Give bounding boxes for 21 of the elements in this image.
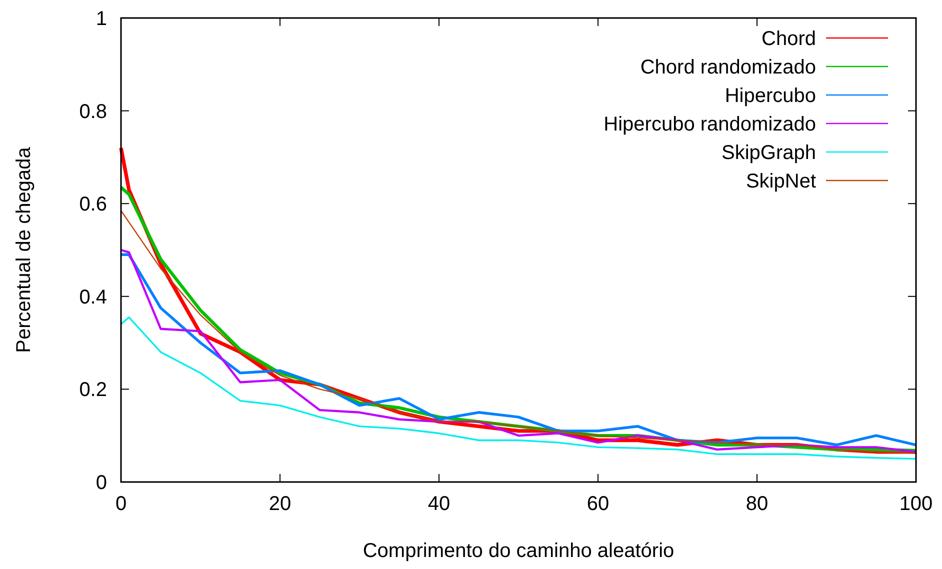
legend-label: SkipNet (746, 170, 816, 192)
legend-label: Chord randomizado (640, 56, 816, 78)
y-tick-label: 0.6 (79, 194, 107, 216)
x-tick-label: 100 (899, 493, 933, 515)
x-tick-label: 80 (746, 493, 768, 515)
y-tick-label: 0.4 (79, 286, 107, 308)
x-tick-label: 40 (428, 493, 450, 515)
x-axis-title: Comprimento do caminho aleatório (362, 540, 674, 562)
y-tick-label: 0.8 (79, 100, 107, 123)
y-tick-label: 1 (96, 8, 107, 30)
line-series (120, 316, 917, 460)
y-tick-label: 0 (96, 472, 107, 494)
legend-label: Hipercubo randomizado (604, 114, 816, 136)
y-tick-label: 0.2 (79, 379, 107, 402)
x-tick-label: 60 (586, 493, 610, 515)
legend-label: Hipercubo (724, 85, 816, 107)
y-axis-title: Percentual de chegada (13, 146, 35, 353)
legend-label: Chord (762, 28, 816, 50)
x-tick-label: 20 (268, 493, 292, 515)
x-tick-label: 0 (115, 493, 127, 515)
legend-label: SkipGraph (722, 142, 816, 164)
